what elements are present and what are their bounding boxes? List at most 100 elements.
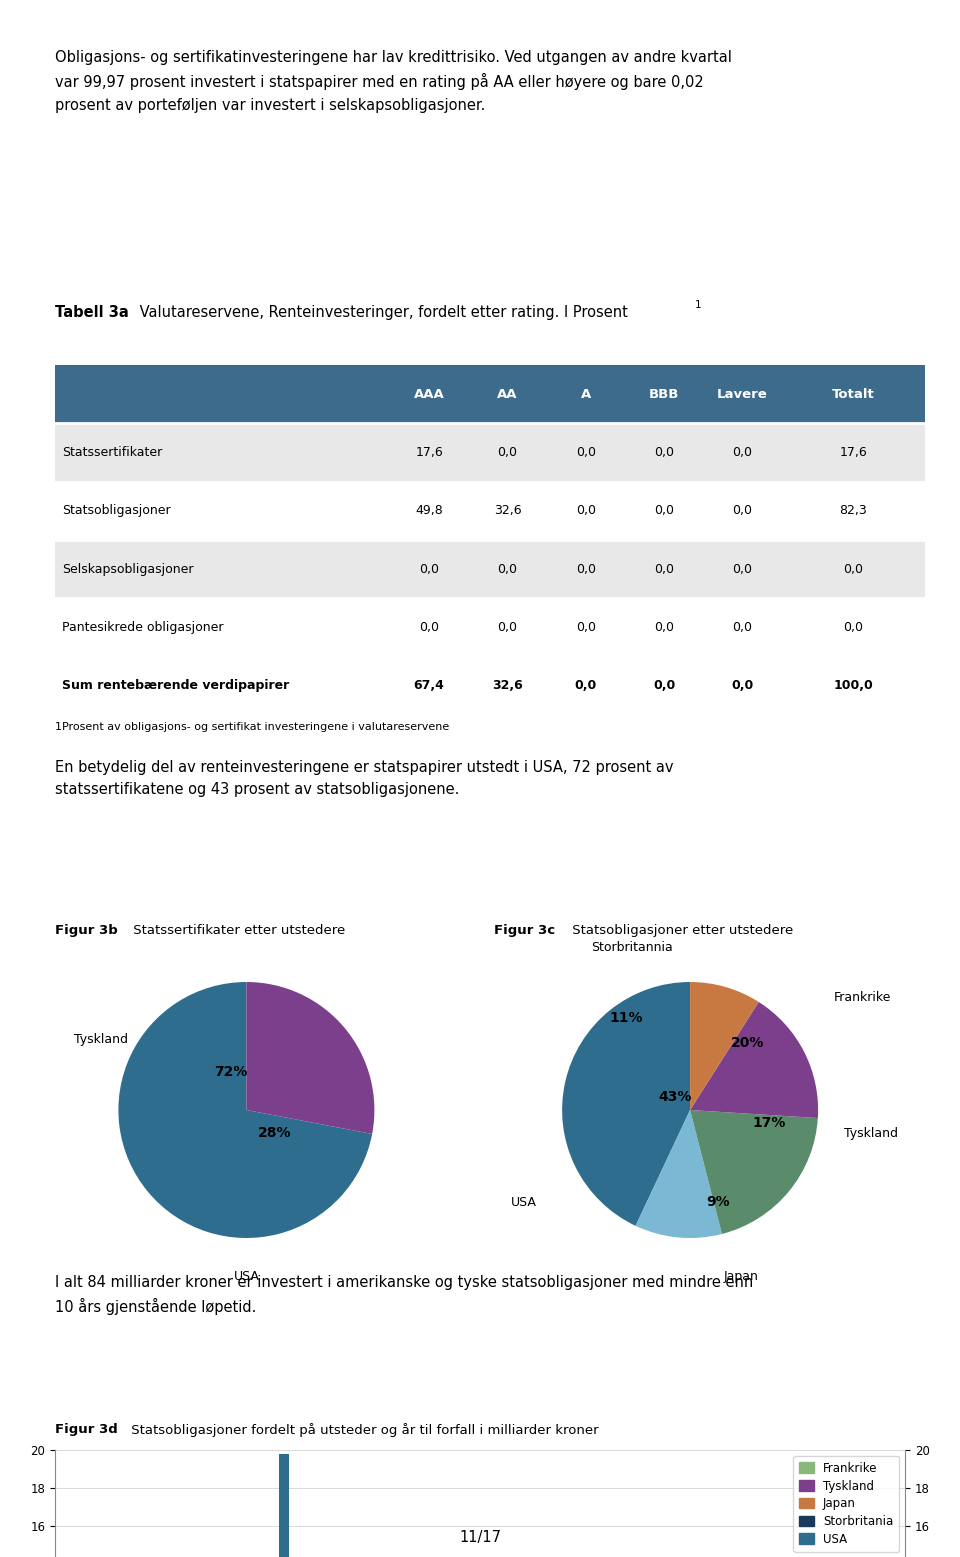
Text: 0,0: 0,0	[575, 679, 597, 693]
FancyBboxPatch shape	[781, 364, 925, 424]
Text: 0,0: 0,0	[654, 621, 674, 634]
FancyBboxPatch shape	[55, 364, 390, 424]
Text: 100,0: 100,0	[833, 679, 873, 693]
Text: Totalt: Totalt	[832, 388, 875, 400]
FancyBboxPatch shape	[703, 481, 781, 540]
Text: 0,0: 0,0	[732, 562, 753, 576]
FancyBboxPatch shape	[55, 657, 390, 715]
FancyBboxPatch shape	[625, 598, 703, 657]
FancyBboxPatch shape	[468, 424, 546, 481]
Text: Tyskland: Tyskland	[844, 1127, 898, 1140]
FancyBboxPatch shape	[390, 424, 468, 481]
FancyBboxPatch shape	[468, 540, 546, 598]
Text: 0,0: 0,0	[732, 504, 753, 517]
FancyBboxPatch shape	[546, 481, 625, 540]
Text: Tabell 3a: Tabell 3a	[55, 305, 129, 321]
Text: Frankrike: Frankrike	[833, 990, 891, 1004]
FancyBboxPatch shape	[546, 364, 625, 424]
Text: 1: 1	[694, 301, 701, 310]
FancyBboxPatch shape	[703, 598, 781, 657]
Text: I alt 84 milliarder kroner er investert i amerikanske og tyske statsobligasjoner: I alt 84 milliarder kroner er investert …	[55, 1275, 754, 1316]
Text: 0,0: 0,0	[420, 562, 439, 576]
Text: AA: AA	[497, 388, 517, 400]
Text: 1Prosent av obligasjons- og sertifikat investeringene i valutareservene: 1Prosent av obligasjons- og sertifikat i…	[55, 722, 449, 732]
FancyBboxPatch shape	[781, 657, 925, 715]
Text: 43%: 43%	[658, 1090, 691, 1104]
Text: 28%: 28%	[258, 1126, 291, 1140]
FancyBboxPatch shape	[55, 424, 390, 481]
Text: 11/17: 11/17	[459, 1529, 501, 1545]
Text: Statsobligasjoner etter utstedere: Statsobligasjoner etter utstedere	[568, 923, 794, 936]
Text: 72%: 72%	[214, 1065, 248, 1079]
Text: 17,6: 17,6	[839, 445, 867, 459]
Text: 0,0: 0,0	[576, 504, 596, 517]
Text: Figur 3c: Figur 3c	[494, 923, 556, 936]
FancyBboxPatch shape	[546, 540, 625, 598]
FancyBboxPatch shape	[625, 657, 703, 715]
Wedge shape	[690, 982, 758, 1110]
Text: Lavere: Lavere	[717, 388, 768, 400]
Text: 17%: 17%	[753, 1116, 786, 1130]
Text: Statssertifikater: Statssertifikater	[62, 445, 162, 459]
FancyBboxPatch shape	[546, 598, 625, 657]
Text: Statsobligasjoner: Statsobligasjoner	[62, 504, 171, 517]
Text: 0,0: 0,0	[843, 621, 863, 634]
FancyBboxPatch shape	[468, 598, 546, 657]
FancyBboxPatch shape	[55, 481, 390, 540]
Text: USA: USA	[233, 1271, 259, 1283]
Legend: Frankrike, Tyskland, Japan, Storbritania, USA: Frankrike, Tyskland, Japan, Storbritania…	[793, 1456, 900, 1552]
FancyBboxPatch shape	[703, 540, 781, 598]
Text: Selskapsobligasjoner: Selskapsobligasjoner	[62, 562, 194, 576]
FancyBboxPatch shape	[390, 598, 468, 657]
Text: 0,0: 0,0	[653, 679, 675, 693]
Text: 0,0: 0,0	[732, 445, 753, 459]
Text: Statssertifikater etter utstedere: Statssertifikater etter utstedere	[129, 923, 346, 936]
FancyBboxPatch shape	[546, 657, 625, 715]
Wedge shape	[636, 1110, 722, 1238]
FancyBboxPatch shape	[781, 481, 925, 540]
Text: 49,8: 49,8	[416, 504, 443, 517]
FancyBboxPatch shape	[546, 424, 625, 481]
Text: 0,0: 0,0	[497, 562, 517, 576]
Text: 11%: 11%	[610, 1010, 643, 1025]
Text: 0,0: 0,0	[420, 621, 439, 634]
FancyBboxPatch shape	[625, 540, 703, 598]
Text: Tyskland: Tyskland	[74, 1034, 128, 1046]
Wedge shape	[690, 1110, 818, 1235]
Wedge shape	[690, 1001, 818, 1118]
Text: En betydelig del av renteinvesteringene er statspapirer utstedt i USA, 72 prosen: En betydelig del av renteinvesteringene …	[55, 760, 674, 797]
Text: Sum rentebærende verdipapirer: Sum rentebærende verdipapirer	[62, 679, 289, 693]
FancyBboxPatch shape	[625, 424, 703, 481]
FancyBboxPatch shape	[781, 598, 925, 657]
Text: 0,0: 0,0	[654, 562, 674, 576]
FancyBboxPatch shape	[468, 364, 546, 424]
FancyBboxPatch shape	[703, 364, 781, 424]
Text: Figur 3d: Figur 3d	[55, 1423, 118, 1437]
Text: 82,3: 82,3	[839, 504, 867, 517]
FancyBboxPatch shape	[468, 481, 546, 540]
FancyBboxPatch shape	[781, 424, 925, 481]
FancyBboxPatch shape	[390, 540, 468, 598]
Wedge shape	[118, 982, 372, 1238]
Text: 0,0: 0,0	[576, 621, 596, 634]
FancyBboxPatch shape	[390, 657, 468, 715]
FancyBboxPatch shape	[55, 540, 390, 598]
FancyBboxPatch shape	[390, 481, 468, 540]
Text: 0,0: 0,0	[732, 621, 753, 634]
Text: Valutareservene, Renteinvesteringer, fordelt etter rating. I Prosent: Valutareservene, Renteinvesteringer, for…	[135, 305, 633, 321]
Text: A: A	[581, 388, 590, 400]
Text: 0,0: 0,0	[732, 679, 754, 693]
FancyBboxPatch shape	[781, 540, 925, 598]
FancyBboxPatch shape	[468, 657, 546, 715]
Text: 32,6: 32,6	[492, 679, 523, 693]
Text: 17,6: 17,6	[416, 445, 443, 459]
Text: 0,0: 0,0	[843, 562, 863, 576]
Text: 20%: 20%	[731, 1037, 764, 1051]
Text: 0,0: 0,0	[576, 562, 596, 576]
Text: Figur 3b: Figur 3b	[55, 923, 118, 936]
Text: Storbritannia: Storbritannia	[591, 940, 673, 954]
Text: 0,0: 0,0	[654, 445, 674, 459]
FancyBboxPatch shape	[703, 424, 781, 481]
Text: Japan: Japan	[724, 1271, 758, 1283]
Text: 0,0: 0,0	[576, 445, 596, 459]
